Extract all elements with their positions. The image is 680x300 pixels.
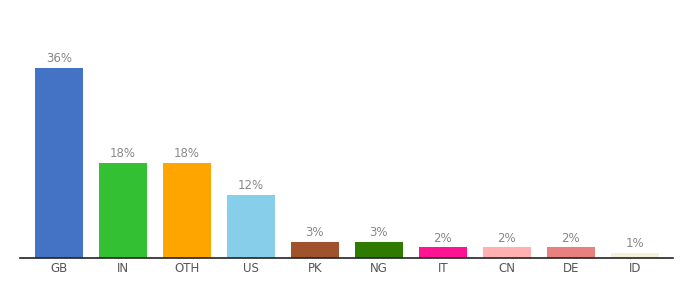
Bar — [163, 163, 211, 258]
Bar — [611, 253, 659, 258]
Text: 36%: 36% — [46, 52, 72, 65]
Bar — [227, 195, 275, 258]
Text: 2%: 2% — [562, 232, 580, 245]
Bar — [419, 248, 466, 258]
Text: 2%: 2% — [433, 232, 452, 245]
Bar — [291, 242, 339, 258]
Bar — [547, 248, 595, 258]
Text: 18%: 18% — [109, 147, 136, 160]
Text: 2%: 2% — [498, 232, 516, 245]
Text: 3%: 3% — [305, 226, 324, 239]
Text: 18%: 18% — [174, 147, 200, 160]
Bar — [99, 163, 147, 258]
Text: 3%: 3% — [369, 226, 388, 239]
Bar — [355, 242, 403, 258]
Text: 12%: 12% — [238, 179, 264, 192]
Bar — [35, 68, 83, 258]
Bar — [483, 248, 531, 258]
Text: 1%: 1% — [626, 237, 644, 250]
